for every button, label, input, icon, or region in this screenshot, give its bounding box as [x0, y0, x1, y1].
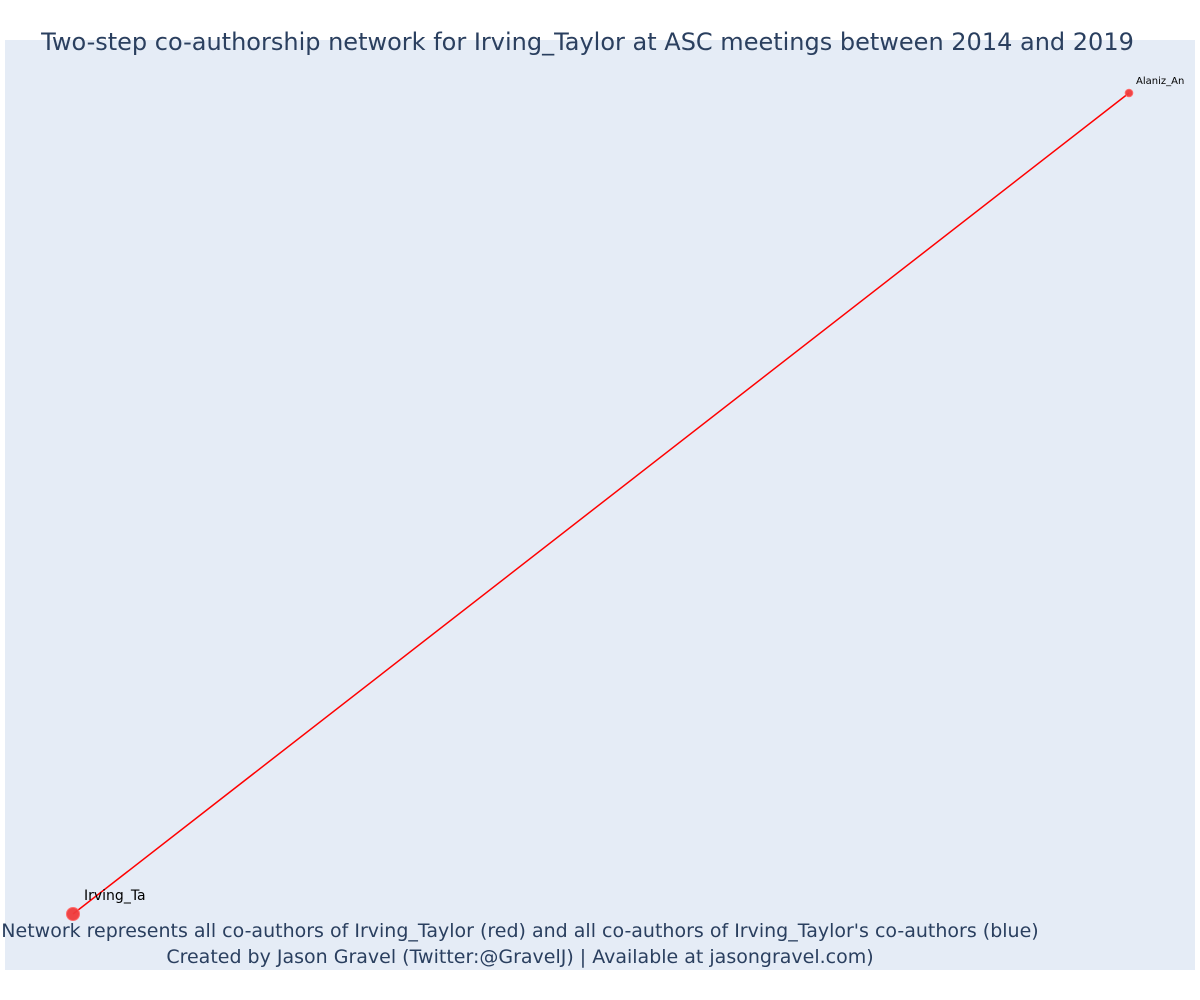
- edges-layer: [72, 92, 1130, 915]
- node-label: Irving_Ta: [84, 888, 146, 904]
- network-node-irving-ta[interactable]: [66, 907, 80, 921]
- chart-title: Two-step co-authorship network for Irvin…: [41, 28, 1134, 56]
- network-node-alaniz-an[interactable]: [1124, 88, 1134, 98]
- nodes-layer: [66, 88, 1134, 921]
- network-edge: [72, 92, 1130, 915]
- caption-line-1: Network represents all co-authors of Irv…: [1, 920, 1039, 942]
- node-label: Alaniz_An: [1136, 76, 1184, 87]
- caption: Network represents all co-authors of Irv…: [0, 918, 1040, 970]
- caption-line-2: Created by Jason Gravel (Twitter:@Gravel…: [166, 946, 874, 968]
- labels-layer: Irving_Ta Alaniz_An: [84, 76, 1184, 904]
